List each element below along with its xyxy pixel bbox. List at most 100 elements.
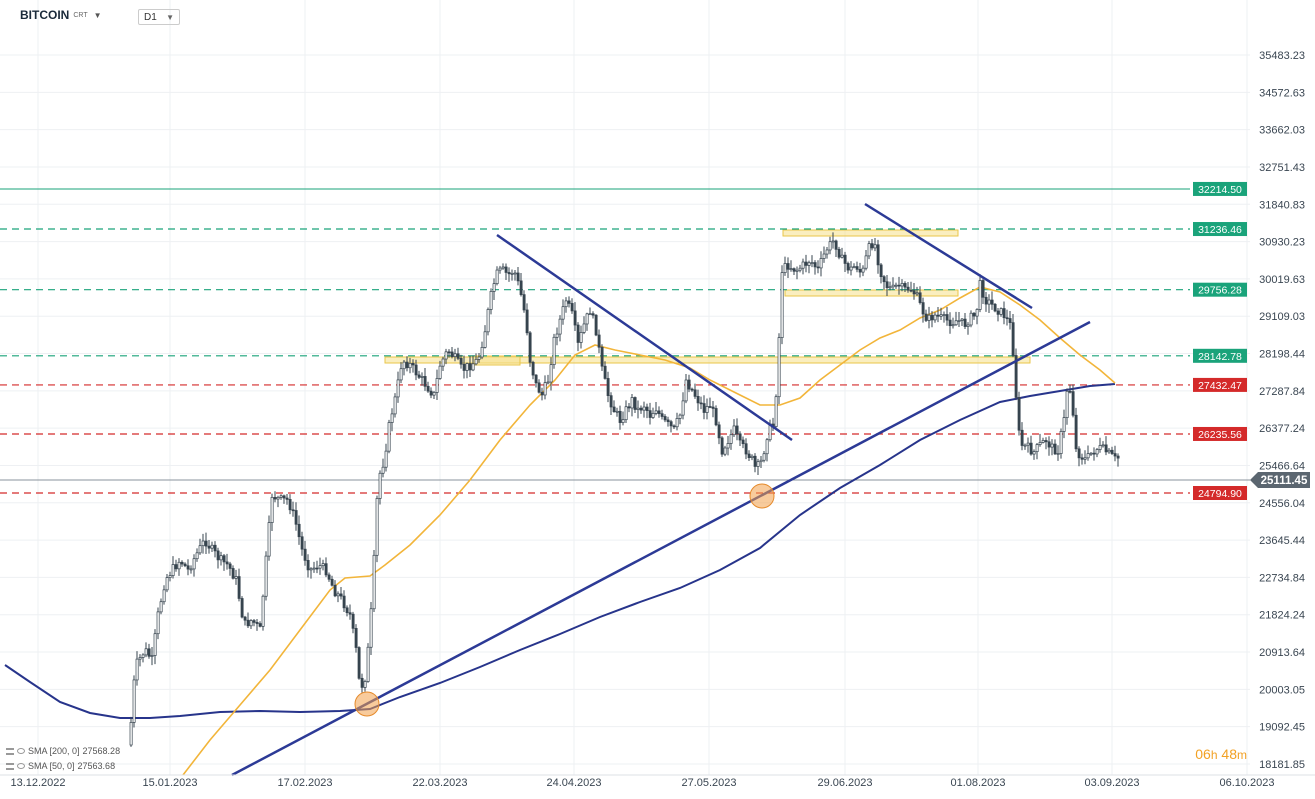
candle-body <box>1050 443 1054 448</box>
candle-body <box>216 550 220 561</box>
level-label: 24794.90 <box>1198 488 1242 500</box>
y-tick-label: 30019.63 <box>1259 274 1305 286</box>
candle-body <box>1086 453 1090 459</box>
candle-body <box>678 414 682 419</box>
x-tick-label: 22.03.2023 <box>412 777 467 789</box>
candle-body <box>600 346 604 367</box>
candle-body <box>543 382 547 396</box>
level-label: 26235.56 <box>1198 429 1242 441</box>
sma-50-legend[interactable]: SMA [50, 0] 27563.68 <box>6 761 115 771</box>
candle-body <box>783 263 787 273</box>
candle-body <box>408 363 412 369</box>
candle-body <box>558 318 562 335</box>
candle-body <box>1017 397 1021 431</box>
candle-body <box>156 611 160 635</box>
candle-body <box>471 363 475 371</box>
candle-body <box>822 253 826 259</box>
timeframe-select[interactable]: D1 ▼ <box>138 9 180 25</box>
candle-body <box>546 381 550 384</box>
candle-body <box>264 555 268 597</box>
candle-body <box>597 334 601 348</box>
candle-body <box>705 406 709 413</box>
candle-body <box>567 300 571 304</box>
candle-body <box>825 249 829 255</box>
candle-body <box>663 416 667 421</box>
candle-body <box>297 523 301 538</box>
x-tick-label: 06.10.2023 <box>1219 777 1274 789</box>
candle-body <box>633 397 637 410</box>
candle-body <box>249 620 253 627</box>
candle-body <box>879 264 883 278</box>
candle-body <box>1053 443 1057 455</box>
candle-body <box>504 266 508 273</box>
candle-body <box>1095 449 1099 455</box>
candle-body <box>396 379 400 398</box>
time-axis: 13.12.2022 15.01.2023 17.02.2023 22.03.2023… <box>0 774 1315 789</box>
candle-body <box>201 540 205 547</box>
candle-body <box>1098 445 1102 450</box>
level-label-bg <box>1193 222 1247 237</box>
candle-body <box>273 497 277 500</box>
candle-body <box>657 410 661 415</box>
settings-icon <box>6 747 14 755</box>
level-label: 29756.28 <box>1198 285 1242 297</box>
candle-body <box>648 410 652 418</box>
candle-body <box>456 353 460 359</box>
candle-body <box>1077 448 1081 459</box>
candle-body <box>1080 457 1084 460</box>
y-tick-label: 34572.63 <box>1259 87 1305 99</box>
candle-body <box>225 561 229 565</box>
candle-body <box>876 244 880 266</box>
sma-200-legend[interactable]: SMA [200, 0] 27568.28 <box>6 746 120 756</box>
x-tick-label: 13.12.2022 <box>10 777 65 789</box>
candle-body <box>147 648 151 657</box>
candle-body <box>444 351 448 360</box>
y-tick-label: 22734.84 <box>1259 572 1305 584</box>
candle-body <box>450 351 454 357</box>
y-tick-label: 27287.84 <box>1259 386 1305 398</box>
chevron-down-icon: ▼ <box>166 12 174 22</box>
candle-body <box>882 276 886 283</box>
candle-body <box>576 324 580 343</box>
symbol-selector[interactable]: BITCOIN CRT ▼ <box>20 8 102 22</box>
candle-body <box>993 303 997 312</box>
candle-body <box>222 555 226 563</box>
candle-body <box>1020 429 1024 446</box>
candle-body <box>699 402 703 405</box>
candle-body <box>1110 449 1114 454</box>
candle-body <box>984 296 988 305</box>
candle-body <box>384 450 388 468</box>
candle-body <box>492 283 496 292</box>
candle-body <box>132 679 136 723</box>
candle-body <box>180 561 184 565</box>
candle-body <box>480 346 484 358</box>
candle-body <box>936 314 940 317</box>
candle-body <box>1092 452 1096 455</box>
candle-body <box>594 314 598 336</box>
x-tick-label: 24.04.2023 <box>546 777 601 789</box>
candle-body <box>603 365 607 379</box>
candle-body <box>258 623 262 627</box>
candle-body <box>234 576 238 579</box>
candle-body <box>606 378 610 396</box>
candle-body <box>537 382 541 393</box>
candle-body <box>861 267 865 273</box>
price-zone <box>784 289 959 297</box>
candle-body <box>798 267 802 271</box>
candle-body <box>195 552 199 560</box>
candle-body <box>741 439 745 445</box>
candle-body <box>399 368 403 381</box>
candle-body <box>840 254 844 258</box>
y-tick-label: 33662.03 <box>1259 125 1305 137</box>
candle-body <box>129 722 133 746</box>
candle-body <box>996 310 1000 315</box>
candle-body <box>483 331 487 348</box>
x-tick-label: 03.09.2023 <box>1084 777 1139 789</box>
candle-body <box>711 406 715 409</box>
candle-body <box>684 379 688 402</box>
candle-body <box>672 425 676 428</box>
candle-body <box>942 314 946 316</box>
candle-body <box>780 272 784 338</box>
candle-body <box>1113 453 1117 457</box>
